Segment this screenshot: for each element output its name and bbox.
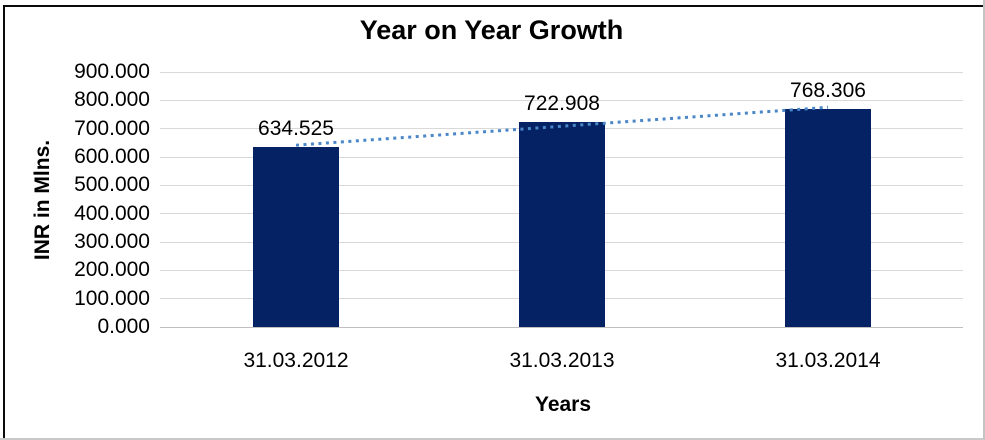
- y-tick-label: 500.000: [74, 173, 150, 197]
- y-tick-label: 400.000: [74, 201, 150, 225]
- data-label: 634.525: [258, 117, 334, 141]
- x-axis-title: Years: [534, 393, 592, 416]
- y-tick-label: 100.000: [74, 286, 150, 310]
- y-tick-label: 800.000: [74, 88, 150, 112]
- y-tick-label: 600.000: [74, 145, 150, 168]
- gridline: [160, 99, 963, 101]
- data-label: 768.306: [790, 79, 866, 103]
- y-tick-label: 300.000: [74, 230, 150, 253]
- bar-31.03.2012: [253, 147, 339, 327]
- gridline: [160, 71, 963, 73]
- trendline-segment: [295, 105, 829, 147]
- y-axis-tick-labels: 900.000 800.000 700.000 600.000 500.000 400.0…: [0, 0, 150, 438]
- y-tick-label: 200.000: [74, 258, 150, 282]
- x-tick-label: 31.03.2013: [509, 349, 615, 372]
- y-tick-label: 0.000: [97, 315, 150, 338]
- y-tick-label: 900.000: [74, 60, 150, 83]
- chart-title: Year on Year Growth: [359, 15, 624, 45]
- y-tick-label: 700.000: [74, 116, 150, 140]
- x-tick-label: 31.03.2014: [775, 349, 881, 372]
- data-label: 722.908: [524, 92, 600, 116]
- bar-31.03.2014: [785, 109, 871, 327]
- bar-31.03.2013: [519, 122, 605, 327]
- x-axis-line: [160, 326, 963, 328]
- trendline: [295, 105, 829, 147]
- x-tick-label: 31.03.2012: [243, 349, 349, 372]
- plot-area: 634.525 722.908 768.306: [160, 71, 963, 328]
